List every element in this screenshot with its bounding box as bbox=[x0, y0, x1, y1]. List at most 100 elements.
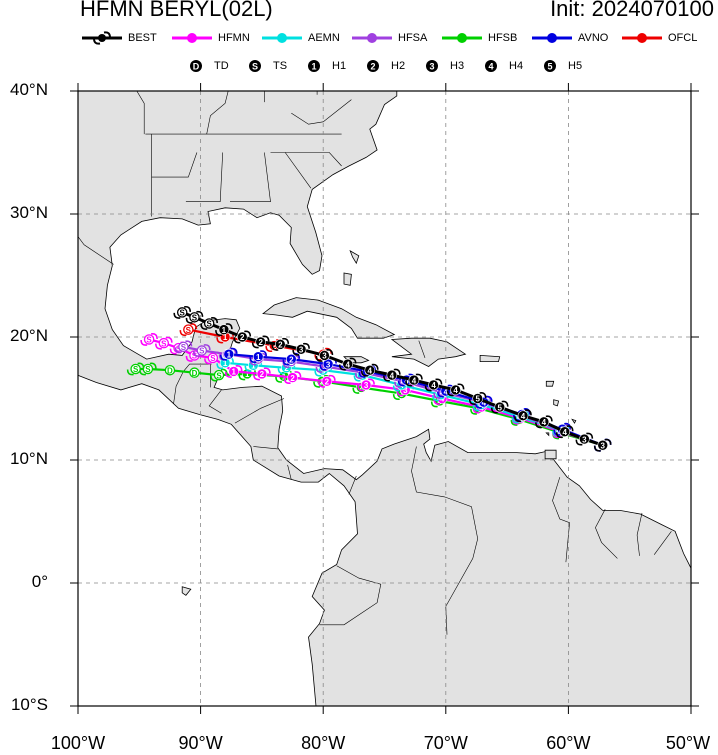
legend-item-ts: S TS bbox=[247, 58, 287, 74]
svg-text:3: 3 bbox=[322, 352, 327, 361]
intensity-marker: S bbox=[193, 344, 211, 357]
line-dot-icon bbox=[622, 33, 662, 43]
hurricane-symbol-icon bbox=[82, 31, 122, 45]
svg-text:3: 3 bbox=[429, 61, 434, 71]
svg-text:4: 4 bbox=[345, 360, 350, 369]
svg-text:2: 2 bbox=[284, 364, 289, 373]
legend-label: H2 bbox=[391, 60, 406, 72]
legend-item-h3: 3 H3 bbox=[424, 58, 464, 74]
boundary-line bbox=[208, 389, 222, 414]
intensity-marker: S bbox=[179, 323, 198, 337]
boundary-line bbox=[319, 565, 382, 626]
svg-text:2: 2 bbox=[260, 370, 265, 379]
svg-text:4: 4 bbox=[482, 398, 487, 407]
svg-text:4: 4 bbox=[431, 381, 436, 390]
cuba-land bbox=[262, 297, 396, 339]
svg-text:D: D bbox=[193, 61, 200, 71]
svg-text:5: 5 bbox=[547, 61, 552, 71]
grenada-land bbox=[545, 432, 550, 437]
svg-text:2: 2 bbox=[290, 374, 295, 383]
svg-text:4: 4 bbox=[453, 386, 458, 395]
legend-label: TD bbox=[214, 60, 229, 72]
svg-text:1: 1 bbox=[251, 361, 256, 370]
legend-item-hfsb: HFSB bbox=[440, 30, 517, 46]
init-time: Init: 2024070100 bbox=[550, 0, 714, 21]
intensity-marker: 1 bbox=[224, 365, 243, 378]
bahamas-andros-land bbox=[343, 272, 352, 286]
bahamas-abaco-land bbox=[349, 249, 360, 265]
intensity-marker: 2 bbox=[318, 374, 336, 388]
intensity-symbol-icon: D bbox=[190, 60, 202, 72]
legend-label: H4 bbox=[509, 60, 524, 72]
intensity-marker: 4 bbox=[360, 363, 379, 377]
svg-text:4: 4 bbox=[562, 428, 567, 437]
svg-text:3: 3 bbox=[601, 441, 606, 450]
legend-label: TS bbox=[273, 60, 288, 72]
longitude-label: 60°W bbox=[546, 733, 591, 753]
legend-label: HFSA bbox=[398, 32, 428, 44]
svg-text:5: 5 bbox=[475, 395, 480, 404]
legend-item-h4: 4 H4 bbox=[483, 58, 523, 74]
latitude-label: 20°N bbox=[10, 326, 48, 345]
svg-text:S: S bbox=[133, 365, 139, 374]
hispaniola-land bbox=[390, 337, 467, 367]
intensity-marker: S bbox=[210, 368, 228, 382]
line-dot-icon bbox=[262, 33, 302, 43]
intensity-marker: S bbox=[155, 336, 173, 350]
intensity-marker: 4 bbox=[535, 415, 553, 429]
pacific-ocean bbox=[78, 374, 358, 706]
svg-text:3: 3 bbox=[326, 360, 331, 369]
land-masses bbox=[78, 91, 691, 706]
boundary-line bbox=[418, 340, 426, 359]
legend-label: HFMN bbox=[218, 32, 250, 44]
martinique-land bbox=[553, 399, 560, 407]
intensity-marker: S bbox=[126, 362, 145, 376]
boundary-line bbox=[253, 446, 278, 450]
svg-text:1: 1 bbox=[223, 333, 228, 342]
svg-text:S: S bbox=[199, 347, 205, 356]
intensity-marker: 4 bbox=[405, 373, 423, 387]
boundary-line bbox=[234, 398, 285, 424]
intensity-symbol-icon: 2 bbox=[367, 60, 379, 72]
svg-text:3: 3 bbox=[364, 381, 369, 390]
intensity-marker: 5 bbox=[490, 400, 509, 414]
svg-text:1: 1 bbox=[311, 61, 316, 71]
intensity-marker: 3 bbox=[357, 378, 375, 392]
axis-ticks bbox=[70, 83, 699, 714]
svg-text:3: 3 bbox=[403, 386, 408, 395]
latitude-label: 40°N bbox=[10, 80, 48, 99]
guadeloupe-land bbox=[545, 380, 555, 387]
chart-title: HFMN BERYL(02L) bbox=[80, 0, 273, 21]
legend-label: H1 bbox=[332, 60, 347, 72]
intensity-marker: 4 bbox=[555, 425, 574, 439]
legend-label: HFSB bbox=[488, 32, 518, 44]
boundary-line bbox=[206, 91, 229, 135]
svg-text:1: 1 bbox=[245, 370, 250, 379]
intensity-marker: S bbox=[185, 310, 204, 324]
intensity-marker: 5 bbox=[468, 392, 487, 405]
svg-text:S: S bbox=[252, 61, 258, 71]
intensity-marker: S bbox=[139, 362, 157, 376]
svg-text:2: 2 bbox=[258, 338, 263, 347]
intensity-symbol-icon: 5 bbox=[544, 60, 556, 72]
legend-item-hfmn: HFMN bbox=[170, 30, 250, 46]
intensity-marker: 2 bbox=[251, 335, 270, 349]
line-dot-icon bbox=[532, 33, 572, 43]
svg-text:3: 3 bbox=[582, 435, 587, 444]
latitude-label: 0° bbox=[31, 572, 48, 591]
svg-text:2: 2 bbox=[359, 384, 364, 393]
longitude-label: 100°W bbox=[50, 733, 106, 753]
intensity-legend: D TD S TS 1 H1 2 H2 3 H3 4 H4 5 H5 bbox=[0, 58, 718, 78]
intensity-marker: 2 bbox=[271, 337, 290, 351]
svg-text:4: 4 bbox=[488, 61, 493, 71]
intensity-marker: 2 bbox=[233, 330, 252, 344]
boundary-line bbox=[411, 446, 479, 635]
intensity-marker: 4 bbox=[446, 383, 465, 397]
intensity-marker: 2 bbox=[253, 367, 271, 381]
svg-text:3: 3 bbox=[299, 346, 304, 355]
svg-text:S: S bbox=[146, 336, 152, 345]
longitude-label: 90°W bbox=[178, 733, 223, 753]
svg-text:S: S bbox=[181, 343, 187, 352]
svg-text:1: 1 bbox=[231, 368, 236, 377]
